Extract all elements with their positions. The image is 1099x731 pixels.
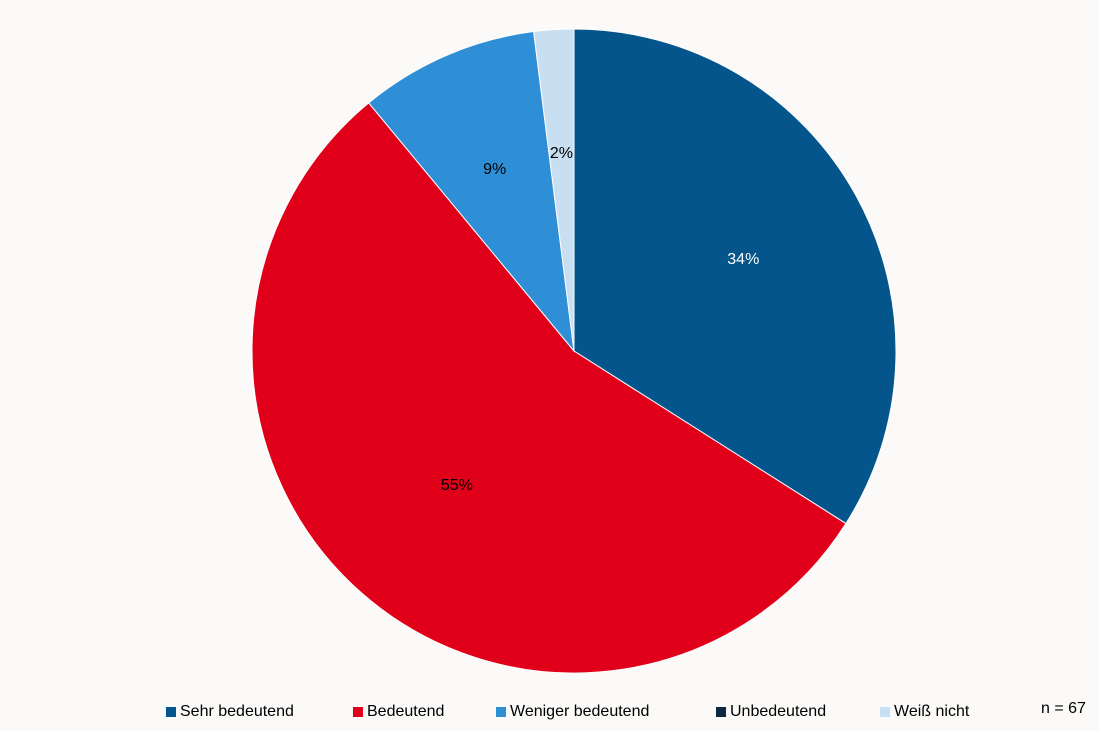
pie-labels: 34% 55% 9% 2% [441, 145, 759, 494]
legend-label-unbedeutend: Unbedeutend [730, 703, 827, 720]
pie-slice-1 [251, 102, 847, 674]
legend-label-bedeutend: Bedeutend [367, 703, 445, 720]
sample-size-note: n = 67 [1041, 700, 1086, 717]
legend: Sehr bedeutend Bedeutend Weniger bedeute… [0, 703, 1099, 727]
legend-item-weniger-bedeutend: Weniger bedeutend [496, 703, 649, 721]
pie-slice-label-0: 34% [727, 251, 759, 268]
legend-label-weiss-nicht: Weiß nicht [894, 703, 970, 720]
legend-swatch-bedeutend [353, 707, 363, 717]
legend-item-weiss-nicht: Weiß nicht [880, 703, 969, 721]
pie-slice-label-2: 9% [483, 161, 506, 178]
legend-swatch-weiss-nicht [880, 707, 890, 717]
legend-swatch-unbedeutend [716, 707, 726, 717]
pie-slice-4 [533, 28, 575, 352]
pie-slice-0 [573, 28, 897, 525]
legend-item-unbedeutend: Unbedeutend [716, 703, 826, 721]
pie-slice-2 [368, 30, 575, 353]
legend-swatch-sehr-bedeutend [166, 707, 176, 717]
legend-label-sehr-bedeutend: Sehr bedeutend [180, 703, 294, 720]
pie-slice-label-4: 2% [550, 145, 573, 162]
legend-item-bedeutend: Bedeutend [353, 703, 444, 721]
pie-slices [251, 28, 897, 674]
pie-slice-label-1: 55% [441, 477, 473, 494]
legend-swatch-weniger-bedeutend [496, 707, 506, 717]
legend-label-weniger-bedeutend: Weniger bedeutend [510, 703, 650, 720]
legend-item-sehr-bedeutend: Sehr bedeutend [166, 703, 294, 721]
